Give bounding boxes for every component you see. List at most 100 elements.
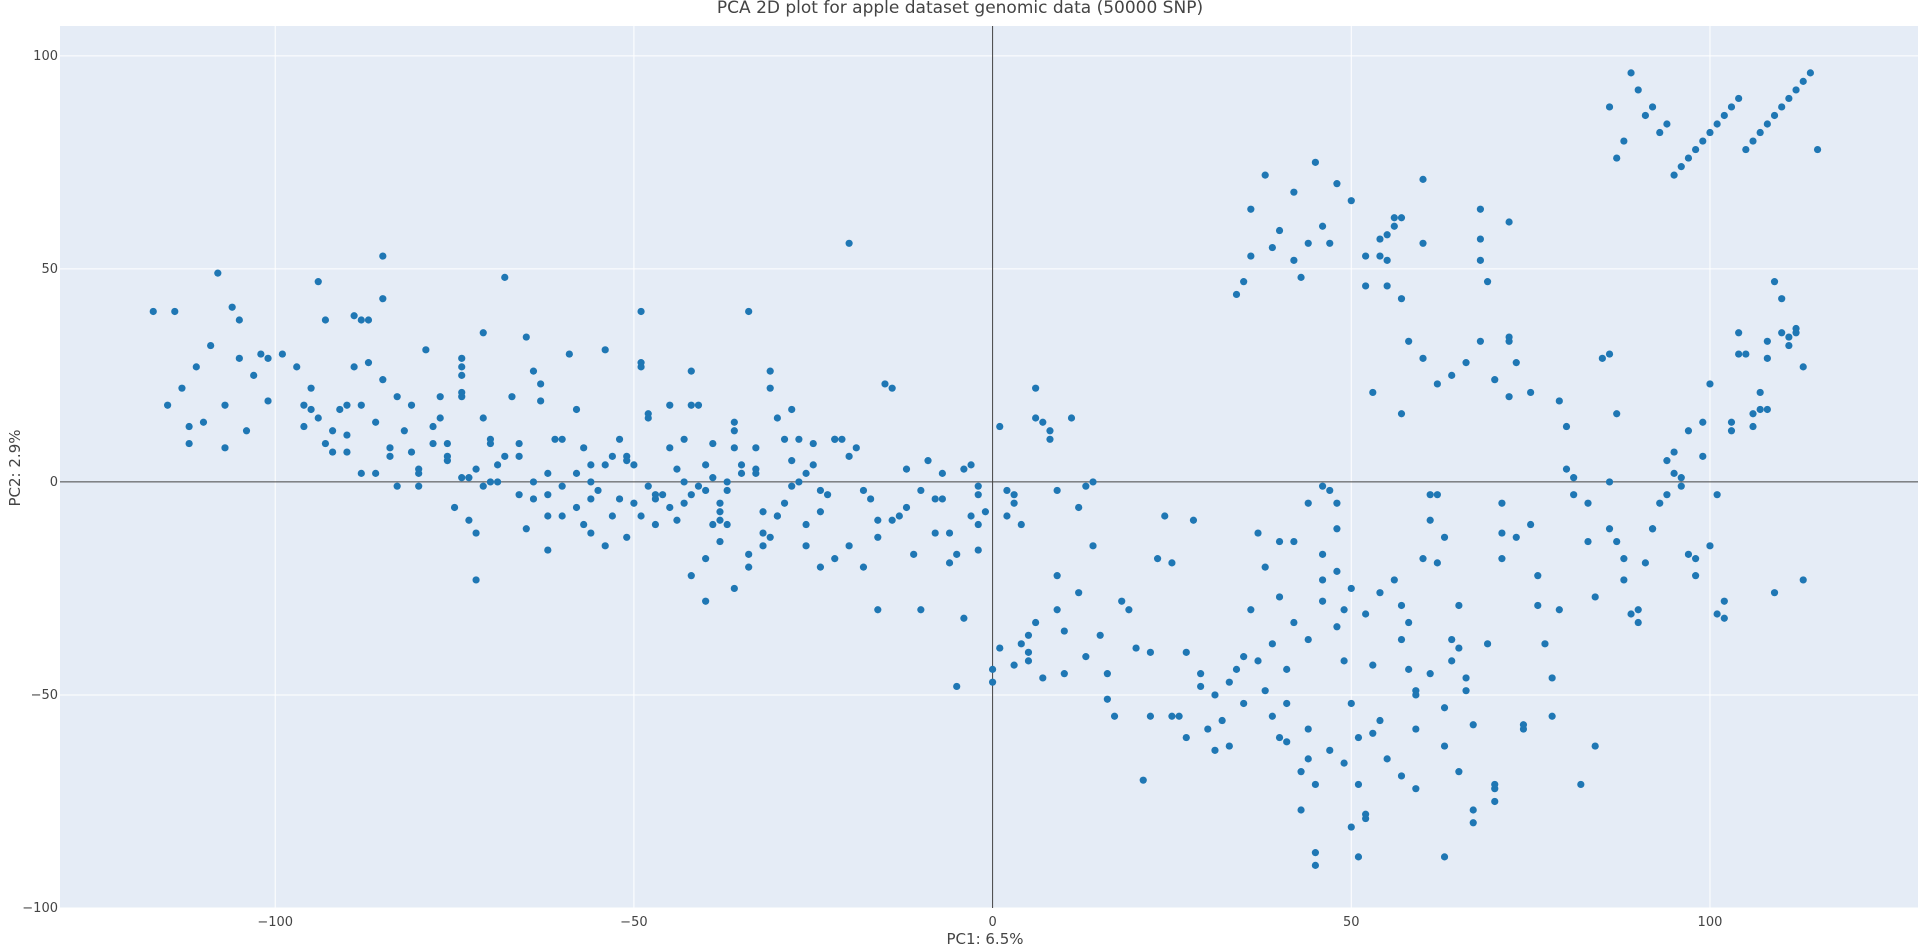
data-point <box>515 491 523 499</box>
data-point <box>1785 94 1793 103</box>
data-point <box>1268 243 1276 252</box>
data-point <box>1232 665 1241 673</box>
data-point <box>988 678 997 686</box>
data-point <box>264 397 272 405</box>
data-point <box>859 486 868 495</box>
data-point <box>1304 755 1312 763</box>
data-point <box>407 448 416 456</box>
data-point <box>386 444 394 452</box>
data-point <box>1605 103 1614 111</box>
data-point <box>1584 499 1592 507</box>
data-point <box>838 435 846 443</box>
data-point <box>1648 103 1657 111</box>
data-point <box>709 474 717 482</box>
data-point <box>773 414 781 422</box>
data-point <box>1742 350 1750 358</box>
data-point <box>415 482 423 490</box>
data-point <box>1799 363 1807 371</box>
data-point <box>1720 614 1728 622</box>
data-point <box>1347 823 1355 831</box>
data-point <box>1548 712 1556 720</box>
data-point <box>250 371 258 379</box>
data-point <box>773 512 781 520</box>
data-point <box>1440 742 1449 750</box>
data-point <box>1426 670 1434 678</box>
data-point <box>953 550 961 558</box>
data-point <box>945 529 954 537</box>
data-point <box>938 469 946 477</box>
data-point <box>1677 482 1685 490</box>
data-point <box>199 418 208 426</box>
data-point <box>687 401 695 409</box>
data-point <box>1412 725 1420 733</box>
data-point <box>823 491 832 499</box>
data-point <box>207 341 215 350</box>
data-point <box>637 359 645 367</box>
data-point <box>350 363 358 371</box>
data-point <box>587 529 595 537</box>
data-point <box>329 427 337 435</box>
data-point <box>802 520 810 529</box>
data-point <box>1648 525 1657 533</box>
data-point <box>1433 491 1441 499</box>
data-point <box>709 520 717 529</box>
data-point <box>422 346 430 354</box>
data-point <box>1778 103 1786 111</box>
data-point <box>1340 606 1348 614</box>
data-point <box>321 316 330 324</box>
data-point <box>730 584 738 593</box>
data-point <box>278 350 286 358</box>
data-point <box>1211 746 1219 754</box>
data-point <box>1570 474 1578 482</box>
data-point <box>1555 397 1563 405</box>
data-point <box>185 439 193 448</box>
data-point <box>1304 725 1312 733</box>
data-point <box>945 559 954 567</box>
data-point <box>845 239 853 247</box>
data-point <box>1039 418 1047 426</box>
data-point <box>816 486 825 495</box>
data-point <box>529 367 538 375</box>
data-point <box>594 486 602 495</box>
data-point <box>1527 388 1535 397</box>
data-point <box>716 516 724 524</box>
data-point <box>1720 111 1728 120</box>
data-point <box>702 555 710 563</box>
data-point <box>257 350 265 358</box>
data-point <box>680 435 688 443</box>
data-point <box>795 478 803 486</box>
data-point <box>788 457 796 465</box>
data-point <box>1089 478 1097 486</box>
data-point <box>730 427 738 435</box>
data-point <box>716 537 724 546</box>
data-point <box>544 469 552 477</box>
data-point <box>1720 597 1728 605</box>
data-point <box>1304 499 1312 507</box>
data-point <box>587 478 595 486</box>
data-point <box>630 499 638 507</box>
data-point <box>1491 376 1499 384</box>
data-point <box>859 563 868 571</box>
data-point <box>1792 324 1800 333</box>
data-point <box>1318 597 1327 605</box>
data-point <box>1706 128 1714 137</box>
data-point <box>529 478 538 486</box>
data-point <box>407 401 416 409</box>
data-point <box>1476 235 1485 243</box>
data-point <box>1369 661 1377 669</box>
data-point <box>1333 499 1341 507</box>
data-point <box>379 376 387 384</box>
data-point <box>1326 746 1334 754</box>
data-point <box>1275 226 1284 235</box>
data-point <box>1290 188 1298 196</box>
data-point <box>910 550 918 558</box>
data-point <box>1627 69 1635 77</box>
data-point <box>687 572 695 580</box>
x-axis-title: PC1: 6.5% <box>947 930 1024 947</box>
data-point <box>465 516 473 524</box>
data-point <box>1211 691 1219 699</box>
y-tick-label: 50 <box>41 262 58 277</box>
data-point <box>1268 712 1276 720</box>
data-point <box>644 482 652 490</box>
data-point <box>450 503 459 512</box>
